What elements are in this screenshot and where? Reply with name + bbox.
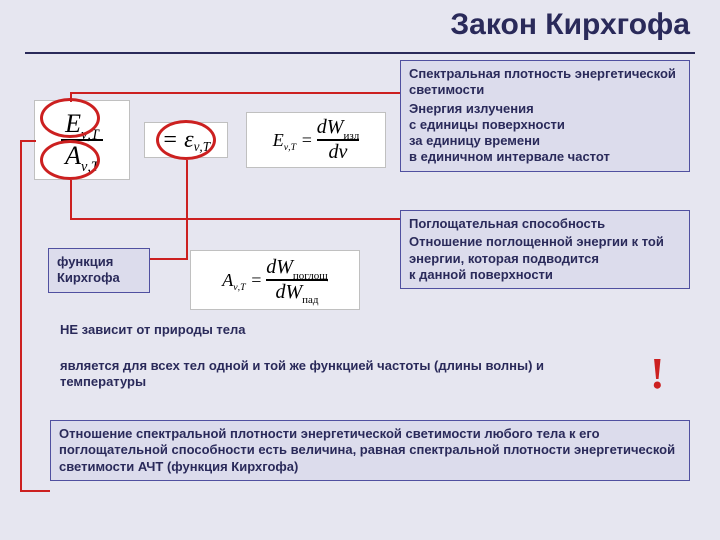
exclamation-icon: ! (650, 348, 665, 399)
connector-e-v (70, 92, 400, 94)
page-title: Закон Кирхгофа (450, 8, 690, 42)
box2-title: Поглощательная способность (409, 216, 681, 232)
box-kirchhoff-law: Отношение спектральной плотности энергет… (50, 420, 690, 481)
title-underline (25, 52, 695, 54)
box2-body: Отношение поглощенной энергии к той энер… (409, 234, 681, 283)
line-same-function: является для всех тел одной и той же фун… (60, 358, 620, 391)
box-spectral-density: Спектральная плотность энергетической св… (400, 60, 690, 172)
connector-left-h2 (20, 490, 50, 492)
box1-title: Спектральная плотность энергетической св… (409, 66, 681, 99)
box1-body: Энергия излучения с единицы поверхности … (409, 101, 681, 166)
connector-a-v (70, 180, 72, 220)
connector-eps-v (186, 160, 188, 260)
label-kirchhoff-function: функция Кирхгофа (48, 248, 150, 293)
connector-a-h (70, 218, 400, 220)
connector-eps-h (150, 258, 188, 260)
connector-left-h1 (20, 140, 36, 142)
box-absorptivity: Поглощательная способность Отношение пог… (400, 210, 690, 289)
line-not-depend: НЕ зависит от природы тела (60, 322, 410, 338)
circle-e (40, 98, 100, 138)
formula-emissivity: Eν,T = dWизл dν (246, 112, 386, 168)
circle-a (40, 140, 100, 180)
formula-absorptivity: Aν,T = dWпоглощ dWпад (190, 250, 360, 310)
connector-left-v (20, 140, 22, 490)
circle-epsilon (156, 120, 216, 160)
